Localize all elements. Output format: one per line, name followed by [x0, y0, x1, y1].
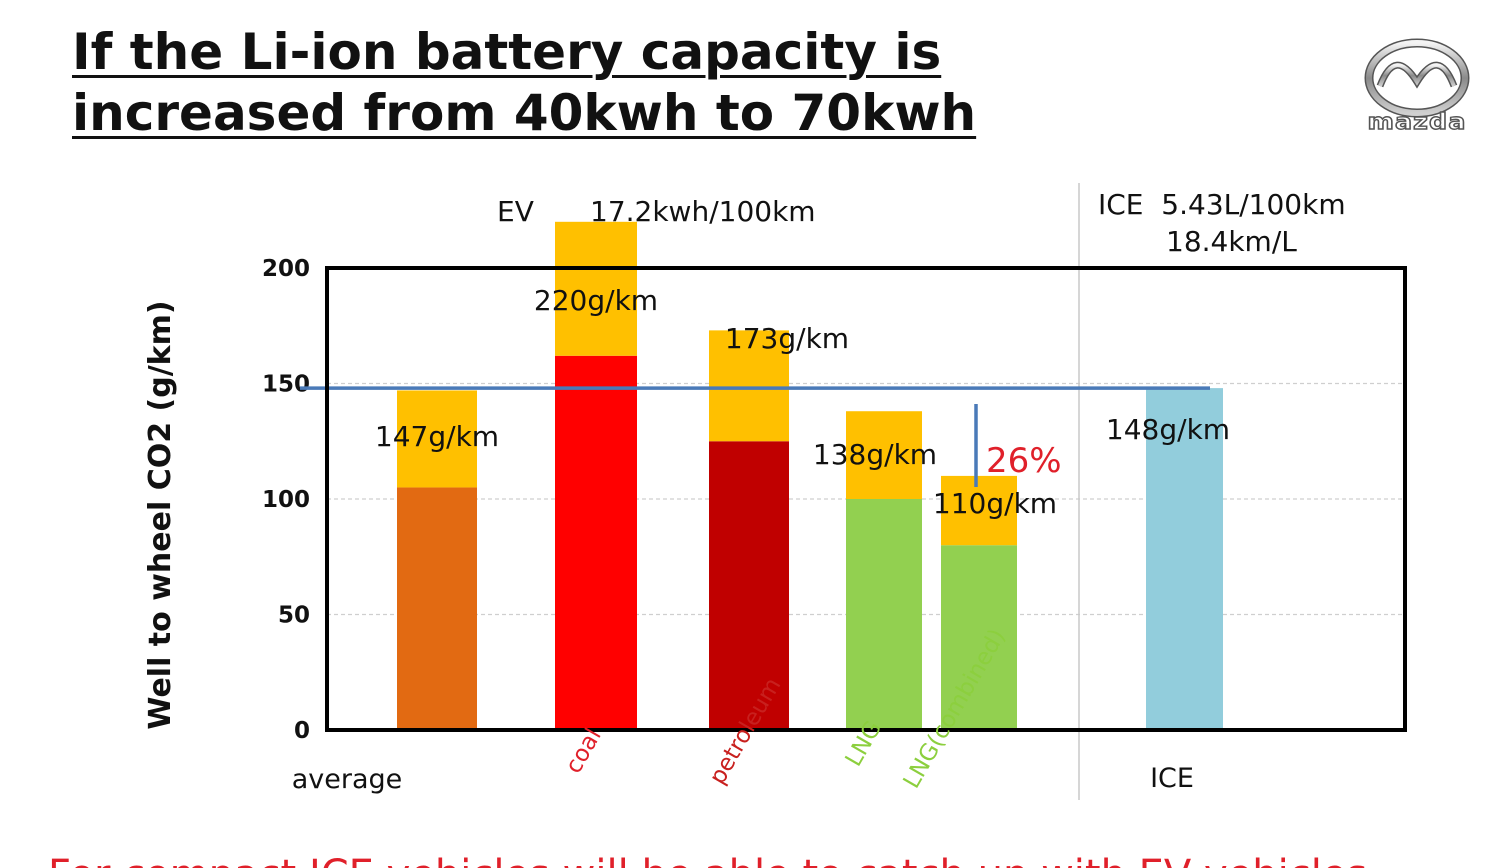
bar-base [397, 487, 477, 730]
header-ice-efficiency: 18.4km/L [1166, 225, 1297, 258]
data-label: 110g/km [933, 487, 1057, 520]
bottom-statement: For compact ICE vehicles will be able to… [48, 852, 1367, 868]
y-tick-label: 50 [278, 603, 310, 629]
title-line-1: If the Li-ion battery capacity is [72, 23, 942, 81]
data-label: 173g/km [725, 322, 849, 355]
bar-base [555, 355, 637, 730]
bar-base [941, 545, 1017, 730]
page-title: If the Li-ion battery capacity is increa… [72, 22, 976, 144]
bar-top [709, 330, 789, 442]
y-tick-label: 150 [262, 372, 310, 398]
y-axis-label: Well to wheel CO2 (g/km) [143, 300, 178, 729]
y-tick-label: 100 [262, 487, 310, 513]
category-label: ICE [1150, 763, 1194, 794]
title-line-2: increased from 40kwh to 70kwh [72, 84, 977, 142]
y-tick-label: 0 [294, 718, 310, 744]
y-tick-label: 200 [262, 256, 310, 282]
bar-top [846, 411, 922, 499]
reduction-annotation: 26% [986, 441, 1062, 481]
data-label: 148g/km [1106, 413, 1230, 446]
header-ev-label: EV [497, 195, 534, 228]
data-label: 138g/km [813, 438, 937, 471]
bar-base [709, 441, 789, 730]
header-ev-consumption: 17.2kwh/100km [590, 195, 816, 228]
plot-frame [325, 266, 1407, 732]
data-label: 147g/km [375, 420, 499, 453]
category-label: average [292, 764, 403, 795]
bar-base [846, 499, 922, 730]
header-ice-consumption: ICE 5.43L/100km [1098, 188, 1346, 221]
data-label: 220g/km [534, 284, 658, 317]
logo-wordmark: mazda [1367, 109, 1467, 135]
category-label: coal [561, 724, 607, 778]
mazda-logo-icon [1364, 38, 1470, 118]
bar-top [941, 475, 1017, 546]
bar-top [555, 221, 637, 356]
bar-top [397, 390, 477, 488]
bar-base [1146, 388, 1223, 730]
